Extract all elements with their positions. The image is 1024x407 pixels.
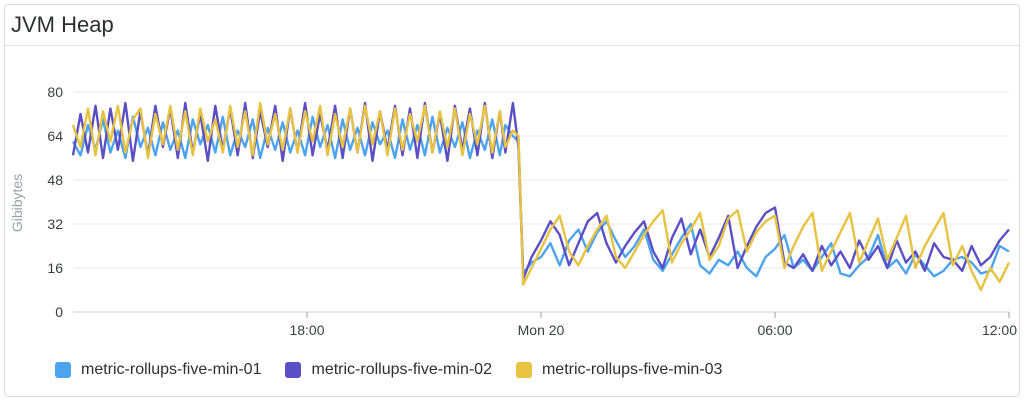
legend-item[interactable]: metric-rollups-five-min-01	[55, 361, 261, 379]
legend-label: metric-rollups-five-min-03	[541, 361, 723, 378]
legend-label: metric-rollups-five-min-01	[81, 361, 262, 378]
legend: metric-rollups-five-min-01 metric-rollups…	[55, 361, 746, 379]
panel-header: JVM Heap	[5, 5, 1019, 46]
chart-area: 0 16 32 48 64 80 18:00 Mon 20 06:00 12:00 Gibiby…	[9, 84, 1017, 338]
y-tick-label: 48	[47, 172, 63, 188]
legend-swatch	[55, 362, 71, 378]
legend-swatch	[515, 362, 532, 378]
legend-item[interactable]: metric-rollups-five-min-03	[515, 361, 723, 379]
series-lines[interactable]	[71, 101, 1011, 292]
series-line[interactable]	[71, 101, 1010, 281]
y-axis-label: Gibibytes	[9, 174, 25, 232]
chart-panel: JVM Heap 0 16 32 48 64 80 18:00 Mon 20 06:00 12:…	[4, 4, 1020, 397]
series-line[interactable]	[71, 101, 1011, 292]
x-axis-ticks: 18:00 Mon 20 06:00 12:00	[289, 312, 1017, 338]
y-axis-ticks: 0 16 32 48 64 80	[47, 84, 63, 320]
x-tick-label: 12:00	[982, 322, 1017, 338]
x-tick-label: Mon 20	[518, 322, 565, 338]
series-line[interactable]	[71, 115, 1010, 278]
legend-swatch	[285, 362, 302, 378]
y-tick-label: 32	[47, 216, 63, 232]
x-tick-label: 06:00	[757, 322, 792, 338]
x-tick-label: 18:00	[289, 322, 324, 338]
panel-title: JVM Heap	[11, 12, 114, 37]
y-tick-label: 16	[47, 260, 63, 276]
legend-item[interactable]: metric-rollups-five-min-02	[285, 361, 492, 379]
y-tick-label: 80	[47, 84, 63, 100]
legend-label: metric-rollups-five-min-02	[311, 361, 492, 378]
y-tick-label: 0	[55, 304, 63, 320]
y-tick-label: 64	[47, 128, 63, 144]
